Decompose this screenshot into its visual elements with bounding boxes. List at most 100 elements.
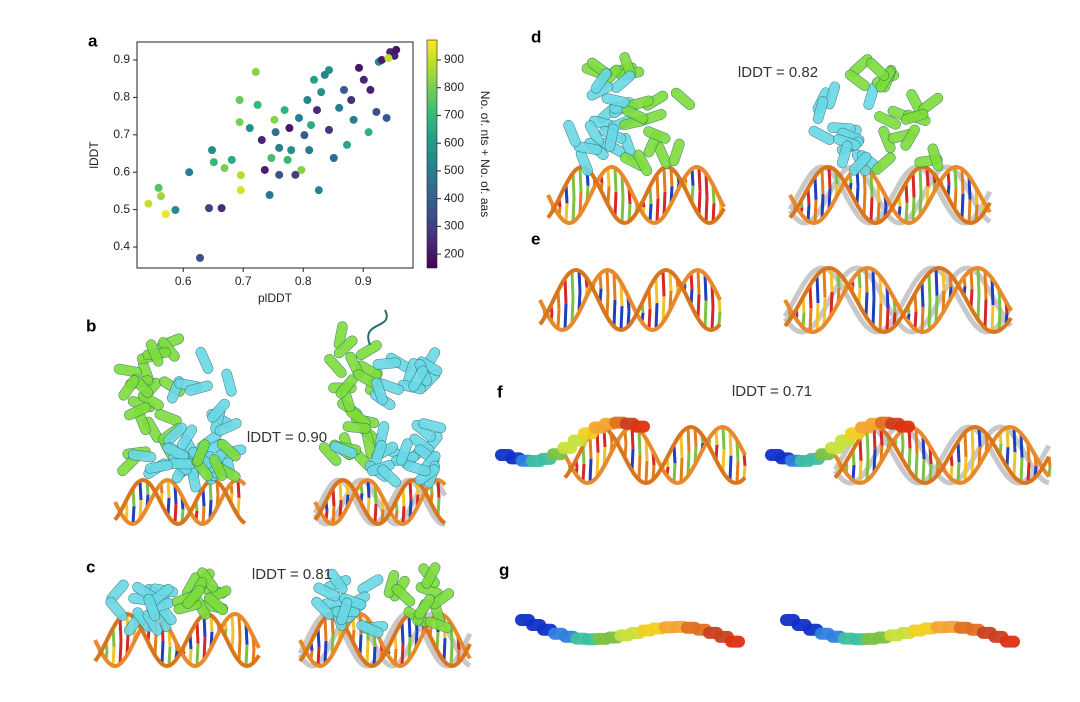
dna-base (927, 301, 932, 330)
dna-base (570, 271, 575, 298)
dna-base (654, 302, 659, 330)
dna-base (864, 292, 869, 317)
point (317, 88, 326, 97)
dna-base (904, 202, 909, 223)
helix (124, 402, 152, 421)
helix (871, 152, 896, 175)
dna-base (822, 297, 827, 326)
dna-base (595, 452, 600, 478)
dna-strand (546, 164, 726, 226)
dna-base (237, 615, 242, 639)
helix (182, 584, 205, 609)
helix (324, 354, 347, 378)
point (157, 192, 165, 201)
panel-label: b (86, 316, 96, 335)
dna-base (953, 167, 958, 189)
helix (584, 120, 605, 147)
dna-base (167, 646, 172, 666)
point (220, 164, 229, 173)
point (235, 95, 244, 104)
dna-base (934, 295, 939, 324)
panel-label: f (497, 382, 503, 401)
point (295, 113, 303, 122)
helix (118, 375, 140, 401)
colorbar-tick-label: 200 (444, 246, 464, 260)
dna-base (858, 460, 863, 484)
helix (670, 87, 696, 111)
dna-base (963, 432, 968, 458)
dna-base (1026, 462, 1031, 483)
dna-base (605, 269, 610, 294)
point (377, 55, 386, 64)
dna-base (864, 268, 869, 293)
dna-base (612, 299, 617, 327)
dna-base (827, 166, 832, 189)
dna-base (976, 293, 981, 320)
dna-base (244, 644, 249, 666)
dna-base (373, 503, 378, 524)
colorbar-tick-label: 900 (444, 52, 464, 66)
dna-base (201, 506, 206, 525)
dna-base (1012, 452, 1017, 477)
dna-base (735, 461, 740, 484)
helix (311, 596, 335, 621)
colorbar-tick-label: 400 (444, 191, 464, 205)
dna-base (829, 268, 834, 293)
point (283, 155, 292, 164)
dna-base (690, 168, 695, 186)
point (285, 124, 294, 133)
point (235, 118, 244, 127)
helix (848, 151, 872, 176)
dna-base (963, 456, 968, 482)
point (359, 75, 368, 84)
dna-base (648, 203, 653, 222)
dna-base (967, 176, 972, 200)
helix (630, 420, 650, 433)
dna-base (865, 455, 870, 481)
dna-base (974, 204, 979, 222)
point (185, 168, 194, 177)
colorbar-tick-label: 700 (444, 108, 464, 122)
dna-base (977, 427, 982, 447)
dna-base (661, 270, 666, 297)
point (329, 153, 338, 162)
y-tick-label: 0.9 (113, 52, 130, 66)
dna-base (118, 617, 123, 641)
y-tick-label: 0.4 (113, 239, 130, 253)
dna-base (195, 643, 200, 666)
helix (424, 616, 453, 634)
point (343, 140, 351, 149)
dna-base (721, 426, 726, 450)
dna-base (927, 273, 932, 302)
dna-base (928, 463, 933, 482)
helix (563, 120, 581, 148)
dna-base (1019, 433, 1024, 458)
dna-base (711, 203, 716, 223)
loop (367, 309, 388, 346)
dna-base (408, 480, 413, 501)
dna-base (815, 303, 820, 332)
panel-label: a (88, 31, 98, 50)
dna-base (620, 198, 625, 223)
helix (1000, 635, 1020, 648)
point (325, 125, 333, 134)
point (227, 155, 236, 164)
dna-base (1012, 427, 1017, 453)
point (355, 63, 363, 72)
dna-base (941, 268, 946, 291)
helix (621, 105, 649, 124)
annotation: lDDT = 0.82 (738, 64, 818, 81)
helix (895, 420, 915, 433)
helix (357, 574, 384, 595)
helix (113, 363, 143, 378)
dna-base (703, 273, 708, 301)
dna-base (703, 300, 708, 328)
dna-base (661, 296, 666, 323)
dna-base (871, 269, 876, 298)
point (171, 206, 180, 215)
helix (395, 438, 413, 466)
helix (900, 124, 920, 151)
y-tick-label: 0.7 (113, 127, 130, 141)
dna-base (173, 503, 178, 524)
point (251, 67, 260, 76)
